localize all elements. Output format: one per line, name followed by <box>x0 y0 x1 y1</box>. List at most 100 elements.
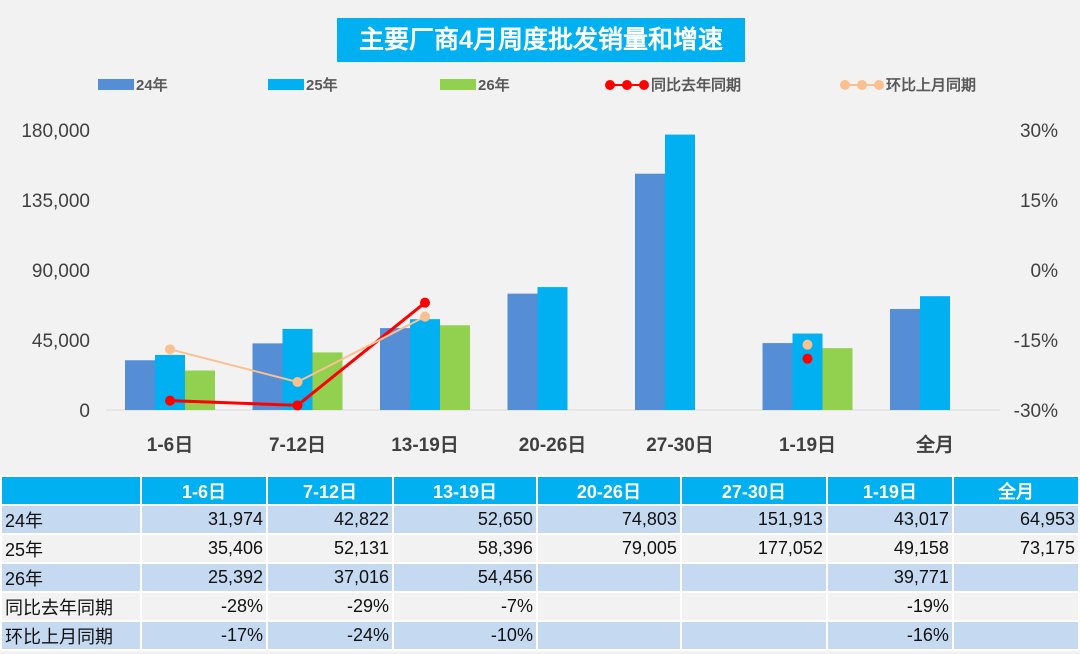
table-header-cell: 1-6日 <box>140 475 268 506</box>
row-label: 同比去年同期 <box>0 591 142 622</box>
legend-swatch <box>98 79 134 90</box>
bar-24年 <box>890 308 920 410</box>
point-同比去年同期 <box>165 395 175 406</box>
table-row: 同比去年同期 -28% -29% -7% -19% <box>0 591 1080 622</box>
legend-item: 25年 <box>268 74 338 95</box>
legend-line-marker-icon <box>840 79 884 90</box>
y-right-tick-label: 0% <box>1031 261 1059 282</box>
table-cell: -10% <box>392 620 538 651</box>
y-left-tick-label: 0 <box>79 401 90 422</box>
point-同比去年同期 <box>802 353 813 364</box>
table-cell: 79,005 <box>535 533 682 564</box>
y-left-tick-label: 45,000 <box>32 331 90 352</box>
legend-item: 26年 <box>440 74 510 95</box>
table-cell: -17% <box>140 620 268 651</box>
table-row: 26年 25,392 37,016 54,456 39,771 <box>0 562 1080 593</box>
table-header-cell: 20-26日 <box>535 475 682 506</box>
bar-24年 <box>507 293 538 410</box>
data-table: 1-6日 7-12日 13-19日 20-26日 27-30日 1-19日 全月 24年 31,… <box>0 475 1080 651</box>
bar-25年 <box>410 319 440 410</box>
bar-25年 <box>537 287 568 410</box>
table-cell: -7% <box>392 591 538 622</box>
bar-26年 <box>822 348 853 410</box>
x-tick-label: 20-26日 <box>519 435 587 456</box>
table-header-cell: 7-12日 <box>266 475 394 506</box>
table-header-cell <box>0 475 142 506</box>
legend-label: 26年 <box>478 77 510 94</box>
legend-swatch <box>268 79 304 90</box>
legend-label: 24年 <box>136 77 168 94</box>
table-header-cell: 全月 <box>951 475 1080 506</box>
y-left-tick-label: 180,000 <box>21 121 90 142</box>
table-cell: 35,406 <box>140 533 268 564</box>
row-label: 26年 <box>0 562 142 593</box>
table-cell <box>679 591 828 622</box>
table-row: 24年 31,974 42,822 52,650 74,803 151,913 43,017… <box>0 504 1080 535</box>
table-cell: 43,017 <box>825 504 954 535</box>
legend-label: 环比上月同期 <box>886 77 977 94</box>
table-cell: 64,953 <box>951 504 1080 535</box>
table-cell: 52,131 <box>266 533 394 564</box>
table-cell: -24% <box>266 620 394 651</box>
y-right-tick-label: 15% <box>1020 191 1058 212</box>
table-cell: -28% <box>140 591 268 622</box>
table-cell: 37,016 <box>266 562 394 593</box>
legend-swatch <box>440 79 476 90</box>
bar-24年 <box>762 343 793 410</box>
table-cell: -29% <box>266 591 394 622</box>
table-cell: 31,974 <box>140 504 268 535</box>
table-cell <box>679 562 828 593</box>
bar-24年 <box>125 360 155 410</box>
point-环比上月同期 <box>165 344 175 355</box>
table-cell: 58,396 <box>392 533 538 564</box>
table-cell: 74,803 <box>535 504 682 535</box>
bar-26年 <box>185 370 215 410</box>
point-同比去年同期 <box>292 400 303 411</box>
table-row: 25年 35,406 52,131 58,396 79,005 177,052 49,158… <box>0 533 1080 564</box>
x-tick-label: 全月 <box>915 433 954 456</box>
point-同比去年同期 <box>420 297 430 308</box>
table-cell <box>951 562 1080 593</box>
table-cell <box>951 620 1080 651</box>
legend-item: 24年 <box>98 74 168 95</box>
x-tick-label: 1-19日 <box>779 435 836 456</box>
legend-item: 同比去年同期 <box>605 74 741 95</box>
legend-item: 环比上月同期 <box>840 74 976 95</box>
table-cell: 49,158 <box>825 533 954 564</box>
table-cell <box>951 591 1080 622</box>
table-cell <box>535 591 682 622</box>
y-left-tick-label: 135,000 <box>21 191 90 212</box>
row-label: 环比上月同期 <box>0 620 142 651</box>
bar-24年 <box>635 173 665 410</box>
legend-label: 25年 <box>306 77 338 94</box>
row-label: 24年 <box>0 504 142 535</box>
table-row: 环比上月同期 -17% -24% -10% -16% <box>0 620 1080 651</box>
table-cell: 73,175 <box>951 533 1080 564</box>
point-环比上月同期 <box>292 377 303 387</box>
x-tick-label: 1-6日 <box>147 435 193 456</box>
table-cell <box>535 562 682 593</box>
table-cell: 52,650 <box>392 504 538 535</box>
y-left-tick-label: 90,000 <box>32 261 90 282</box>
y-right-tick-label: -15% <box>1014 331 1058 352</box>
x-tick-label: 7-12日 <box>269 435 326 456</box>
table-cell: -16% <box>825 620 954 651</box>
point-环比上月同期 <box>420 311 430 322</box>
table-cell: 25,392 <box>140 562 268 593</box>
x-tick-label: 13-19日 <box>391 435 459 456</box>
table-header-cell: 13-19日 <box>392 475 538 506</box>
bar-26年 <box>440 325 470 410</box>
bar-24年 <box>380 328 410 410</box>
table-header-cell: 1-19日 <box>825 475 954 506</box>
table-cell: 39,771 <box>825 562 954 593</box>
table-cell <box>535 620 682 651</box>
bar-25年 <box>665 134 695 410</box>
table-header-cell: 27-30日 <box>679 475 828 506</box>
chart-plot: 0 45,000 90,000 135,000 180,000 -30% -15% 0% 15%… <box>21 121 1059 456</box>
legend-label: 同比去年同期 <box>651 77 742 94</box>
chart-title: 主要厂商4月周度批发销量和增速 <box>337 18 745 62</box>
table-cell <box>679 620 828 651</box>
table-cell: 151,913 <box>679 504 828 535</box>
table-cell: -19% <box>825 591 954 622</box>
table-cell: 54,456 <box>392 562 538 593</box>
